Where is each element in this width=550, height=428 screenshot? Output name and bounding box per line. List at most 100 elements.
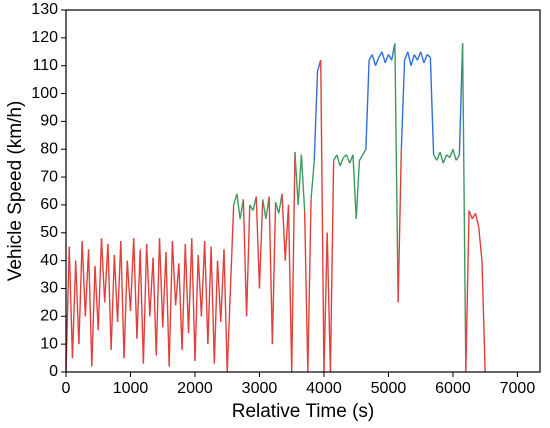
line-segment xyxy=(481,260,486,373)
plot-frame xyxy=(65,9,541,373)
line-segment xyxy=(355,160,361,219)
line-segment xyxy=(394,43,399,303)
line-segment xyxy=(303,210,309,373)
line-segment xyxy=(181,243,187,350)
y-tick-label: 90 xyxy=(40,113,58,130)
line-segment xyxy=(126,260,132,311)
line-segment xyxy=(133,238,138,339)
line-segment xyxy=(229,204,235,289)
line-segment xyxy=(236,193,241,219)
line-segment xyxy=(216,260,222,322)
line-segment xyxy=(458,43,464,155)
line-segment xyxy=(97,238,103,331)
y-tick-label: 100 xyxy=(31,85,58,102)
line-segment xyxy=(91,266,96,367)
line-segment xyxy=(474,213,480,228)
y-tick-label: 0 xyxy=(49,363,58,380)
line-segment xyxy=(168,241,174,367)
line-segment xyxy=(432,154,438,161)
line-segment xyxy=(94,266,99,331)
line-segment xyxy=(84,249,90,317)
x-tick-label: 4000 xyxy=(306,380,342,397)
x-tick-label: 3000 xyxy=(242,380,278,397)
line-segment xyxy=(242,199,248,317)
line-segment xyxy=(165,252,170,367)
line-segment xyxy=(384,54,390,64)
line-segment xyxy=(397,149,403,303)
line-segment xyxy=(291,152,296,373)
line-segment xyxy=(407,51,412,66)
line-segment xyxy=(100,238,106,303)
line-segment xyxy=(336,154,341,167)
x-tick-label: 7000 xyxy=(500,380,536,397)
line-segment xyxy=(449,148,454,158)
line-segment xyxy=(429,57,435,155)
line-segment xyxy=(323,232,328,373)
line-segment xyxy=(113,255,119,322)
x-tick-label: 2000 xyxy=(177,380,213,397)
line-segment xyxy=(300,154,306,211)
line-segment xyxy=(352,154,357,219)
line-segment xyxy=(123,260,128,359)
line-segment xyxy=(145,243,151,317)
line-segment xyxy=(191,238,196,361)
y-tick-label: 130 xyxy=(31,1,58,18)
y-tick-label: 30 xyxy=(40,280,58,297)
line-segment xyxy=(136,249,141,339)
line-segment xyxy=(258,199,264,289)
line-segment xyxy=(307,199,312,373)
line-segment xyxy=(87,249,93,367)
line-segment xyxy=(262,199,267,219)
x-tick-label: 5000 xyxy=(371,380,407,397)
x-tick-label: 6000 xyxy=(435,380,471,397)
y-tick-label: 40 xyxy=(40,252,58,269)
line-segment xyxy=(478,227,483,261)
line-segment xyxy=(107,243,112,350)
line-segment xyxy=(194,255,199,361)
line-segment xyxy=(210,246,216,364)
line-segment xyxy=(152,257,157,356)
x-axis-title: Relative Time (s) xyxy=(232,401,375,422)
line-segment xyxy=(423,54,428,64)
y-axis-title: Vehicle Speed (km/h) xyxy=(5,101,26,282)
line-segment xyxy=(333,154,338,161)
y-tick-label: 110 xyxy=(32,57,58,74)
line-segment xyxy=(245,204,251,317)
line-segment xyxy=(233,193,238,206)
line-segment xyxy=(374,57,380,66)
line-segment xyxy=(207,246,212,345)
line-segment xyxy=(436,151,441,161)
line-segment xyxy=(329,160,335,373)
line-segment xyxy=(184,243,190,334)
line-segment xyxy=(368,54,373,61)
line-segment xyxy=(268,196,274,345)
line-segment xyxy=(162,252,167,328)
y-tick-label: 50 xyxy=(40,224,58,241)
line-segment xyxy=(465,210,470,373)
x-tick-label: 1000 xyxy=(113,380,149,397)
line-segment xyxy=(362,148,367,156)
y-tick-label: 80 xyxy=(40,140,58,157)
line-segment xyxy=(416,51,422,61)
line-segment xyxy=(139,249,145,364)
line-segment xyxy=(387,54,393,61)
line-segment xyxy=(400,60,406,150)
line-segment xyxy=(471,212,477,220)
line-segment xyxy=(220,249,225,322)
line-segment xyxy=(294,151,299,205)
line-segment xyxy=(468,210,473,220)
line-segment xyxy=(371,54,377,66)
line-segment xyxy=(452,149,457,161)
line-segment xyxy=(297,154,303,205)
line-segment xyxy=(403,51,409,61)
line-segment xyxy=(255,196,261,289)
line-segment xyxy=(410,54,415,66)
line-segment xyxy=(339,157,344,167)
x-tick-label: 0 xyxy=(62,380,71,397)
y-tick-label: 70 xyxy=(40,168,58,185)
line-segment xyxy=(284,204,290,261)
line-segment xyxy=(413,54,419,61)
line-segment xyxy=(213,260,219,364)
line-segment xyxy=(249,204,254,211)
